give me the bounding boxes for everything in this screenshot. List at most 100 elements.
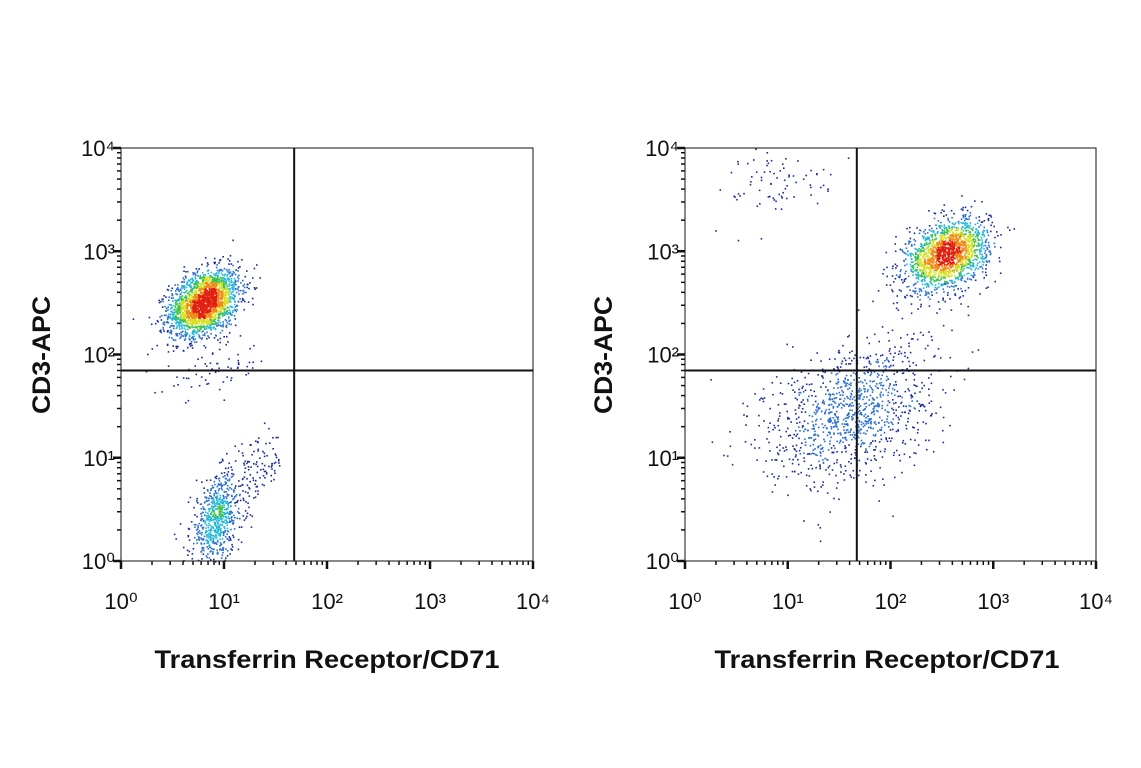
- data-point: [896, 302, 898, 304]
- data-point: [793, 448, 796, 450]
- data-point: [226, 274, 228, 277]
- data-point: [915, 253, 917, 255]
- data-point: [229, 513, 232, 516]
- data-point: [217, 302, 220, 305]
- data-point: [868, 342, 871, 345]
- data-point: [230, 510, 232, 513]
- data-point: [176, 309, 179, 311]
- data-point: [914, 384, 917, 387]
- data-point: [195, 311, 197, 314]
- data-point: [958, 275, 960, 278]
- data-point: [933, 217, 936, 220]
- data-point: [203, 487, 205, 489]
- data-point: [180, 291, 183, 293]
- data-point: [867, 422, 870, 425]
- data-point: [228, 358, 230, 360]
- data-point: [932, 276, 934, 278]
- data-point: [222, 294, 224, 296]
- x-axis-title: Transferrin Receptor/CD71: [155, 646, 500, 674]
- data-point: [204, 346, 207, 349]
- data-point: [226, 285, 228, 287]
- data-point: [969, 278, 971, 280]
- data-point: [925, 439, 927, 442]
- data-point: [876, 383, 878, 385]
- data-point: [198, 268, 200, 270]
- data-point: [967, 267, 970, 269]
- data-point: [969, 265, 972, 267]
- data-point: [204, 296, 206, 298]
- data-point: [881, 326, 884, 328]
- data-point: [207, 512, 209, 514]
- data-point: [187, 554, 189, 556]
- data-point: [893, 451, 895, 454]
- data-point: [942, 297, 944, 300]
- data-point: [788, 176, 790, 178]
- data-point: [985, 253, 988, 256]
- data-point: [166, 344, 169, 346]
- data-point: [832, 451, 835, 454]
- data-point: [967, 287, 970, 289]
- data-point: [852, 414, 854, 416]
- data-point: [224, 529, 226, 532]
- data-point: [854, 399, 856, 402]
- data-point: [216, 287, 218, 290]
- data-point: [985, 239, 987, 242]
- data-point: [263, 464, 266, 467]
- data-point: [198, 306, 201, 309]
- data-point: [188, 311, 190, 314]
- data-point: [254, 483, 256, 485]
- data-point: [228, 268, 230, 271]
- data-point: [868, 362, 871, 364]
- data-point: [770, 183, 772, 185]
- data-point: [195, 529, 198, 531]
- data-point: [247, 468, 250, 471]
- data-point: [231, 519, 233, 521]
- data-point: [776, 459, 778, 461]
- data-point: [213, 326, 216, 329]
- data-point: [886, 266, 888, 269]
- data-point: [859, 395, 862, 397]
- data-point: [936, 288, 938, 290]
- data-point: [827, 190, 829, 192]
- data-point: [164, 305, 166, 308]
- data-point: [822, 168, 825, 171]
- data-point: [886, 357, 888, 359]
- data-point: [844, 445, 846, 447]
- data-point: [268, 465, 270, 468]
- data-point: [787, 418, 789, 420]
- data-point: [978, 231, 980, 234]
- data-point: [870, 427, 872, 430]
- data-point: [844, 447, 846, 450]
- data-point: [787, 382, 790, 385]
- data-point: [978, 244, 981, 246]
- data-point: [986, 229, 988, 232]
- data-point: [920, 290, 923, 292]
- data-point: [942, 429, 944, 432]
- y-tick-label: 10³: [83, 239, 115, 264]
- data-point: [808, 453, 811, 455]
- data-point: [264, 477, 266, 479]
- data-point: [203, 492, 206, 494]
- data-point: [981, 253, 983, 256]
- data-point: [226, 270, 229, 272]
- data-point: [178, 309, 180, 312]
- data-point: [277, 460, 280, 462]
- data-point: [200, 307, 202, 309]
- data-point: [272, 437, 274, 439]
- data-point: [910, 255, 912, 257]
- data-point: [953, 389, 955, 391]
- data-point: [210, 489, 212, 492]
- data-point: [811, 467, 814, 470]
- data-point: [183, 315, 186, 318]
- data-point: [987, 219, 990, 222]
- data-point: [219, 538, 221, 541]
- data-point: [928, 388, 930, 390]
- data-point: [242, 478, 244, 480]
- data-point: [184, 314, 186, 316]
- data-point: [225, 343, 227, 346]
- data-point: [206, 517, 209, 519]
- data-point: [848, 461, 850, 463]
- data-point: [212, 280, 215, 283]
- data-point: [875, 353, 877, 356]
- data-point: [249, 444, 251, 446]
